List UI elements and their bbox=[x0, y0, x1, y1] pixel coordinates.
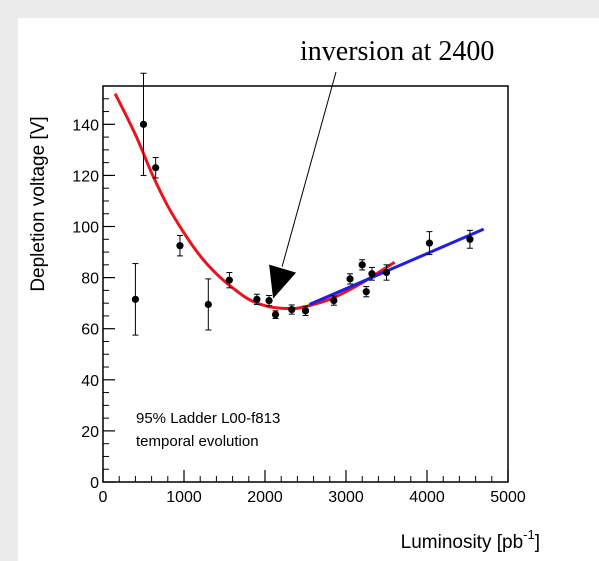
fit-curve-blue bbox=[308, 227, 485, 306]
x-axis-title-exponent: -1 bbox=[523, 527, 535, 542]
text-layer: 95% Ladder L00-f813 temporal evolution i… bbox=[28, 36, 540, 553]
data-point bbox=[271, 311, 280, 319]
data-point bbox=[265, 297, 273, 305]
x-axis-title-main: Luminosity [pb bbox=[401, 532, 524, 553]
data-point bbox=[358, 261, 366, 269]
data-point bbox=[301, 307, 310, 315]
annotation-arrow-head bbox=[269, 264, 297, 299]
data-point bbox=[253, 295, 261, 303]
data-point bbox=[204, 300, 212, 309]
chart-panel: 0 1000 2000 3000 4000 5000 0 20 40 60 80 100 120 140 … bbox=[18, 18, 599, 561]
data-point bbox=[330, 297, 338, 305]
data-point bbox=[131, 295, 139, 303]
y-tick-label: 80 bbox=[81, 271, 99, 288]
x-tick-label: 2000 bbox=[247, 489, 283, 506]
annotation-arrow-shaft bbox=[281, 71, 337, 267]
legend-note-line-1: 95% Ladder L00-f813 bbox=[136, 410, 280, 427]
x-tick-label: 0 bbox=[99, 489, 108, 506]
data-point bbox=[176, 242, 184, 250]
data-point bbox=[288, 305, 296, 314]
chart-svg: 0 1000 2000 3000 4000 5000020406080100120140 … bbox=[28, 36, 540, 553]
fit-curve-red bbox=[113, 92, 396, 311]
y-tick-label: 0 bbox=[90, 475, 99, 492]
x-axis-title-end: ] bbox=[535, 532, 540, 553]
y-axis-title: Depletion voltage [V] bbox=[28, 116, 49, 291]
data-point bbox=[466, 235, 474, 243]
data-point bbox=[152, 164, 160, 172]
y-tick-label: 60 bbox=[81, 322, 99, 339]
axes-layer: 0 1000 2000 3000 4000 5000 0 20 40 60 80 100 120 140 bbox=[72, 85, 526, 506]
annotation-text: inversion at 2400 bbox=[300, 36, 494, 67]
data-point bbox=[368, 270, 376, 278]
data-point bbox=[225, 276, 233, 284]
x-axis-title: Luminosity [pb-1] bbox=[401, 527, 540, 553]
y-tick-label: 140 bbox=[72, 117, 99, 134]
y-tick-label: 20 bbox=[81, 424, 99, 441]
plot-frame bbox=[102, 85, 509, 483]
data-point bbox=[346, 275, 354, 283]
data-point bbox=[382, 268, 391, 277]
legend-note-line-2: temporal evolution bbox=[136, 433, 259, 450]
y-tick-label: 120 bbox=[72, 168, 99, 185]
x-tick-label: 3000 bbox=[328, 489, 364, 506]
y-tick-label: 100 bbox=[72, 220, 99, 237]
data-point bbox=[139, 120, 148, 128]
x-tick-label: 1000 bbox=[166, 489, 202, 506]
data-point bbox=[362, 288, 370, 296]
series-layer bbox=[113, 71, 485, 336]
x-tick-label: 5000 bbox=[490, 489, 526, 506]
x-tick-label: 4000 bbox=[409, 489, 445, 506]
data-point bbox=[425, 239, 434, 247]
y-tick-label: 40 bbox=[81, 373, 99, 390]
